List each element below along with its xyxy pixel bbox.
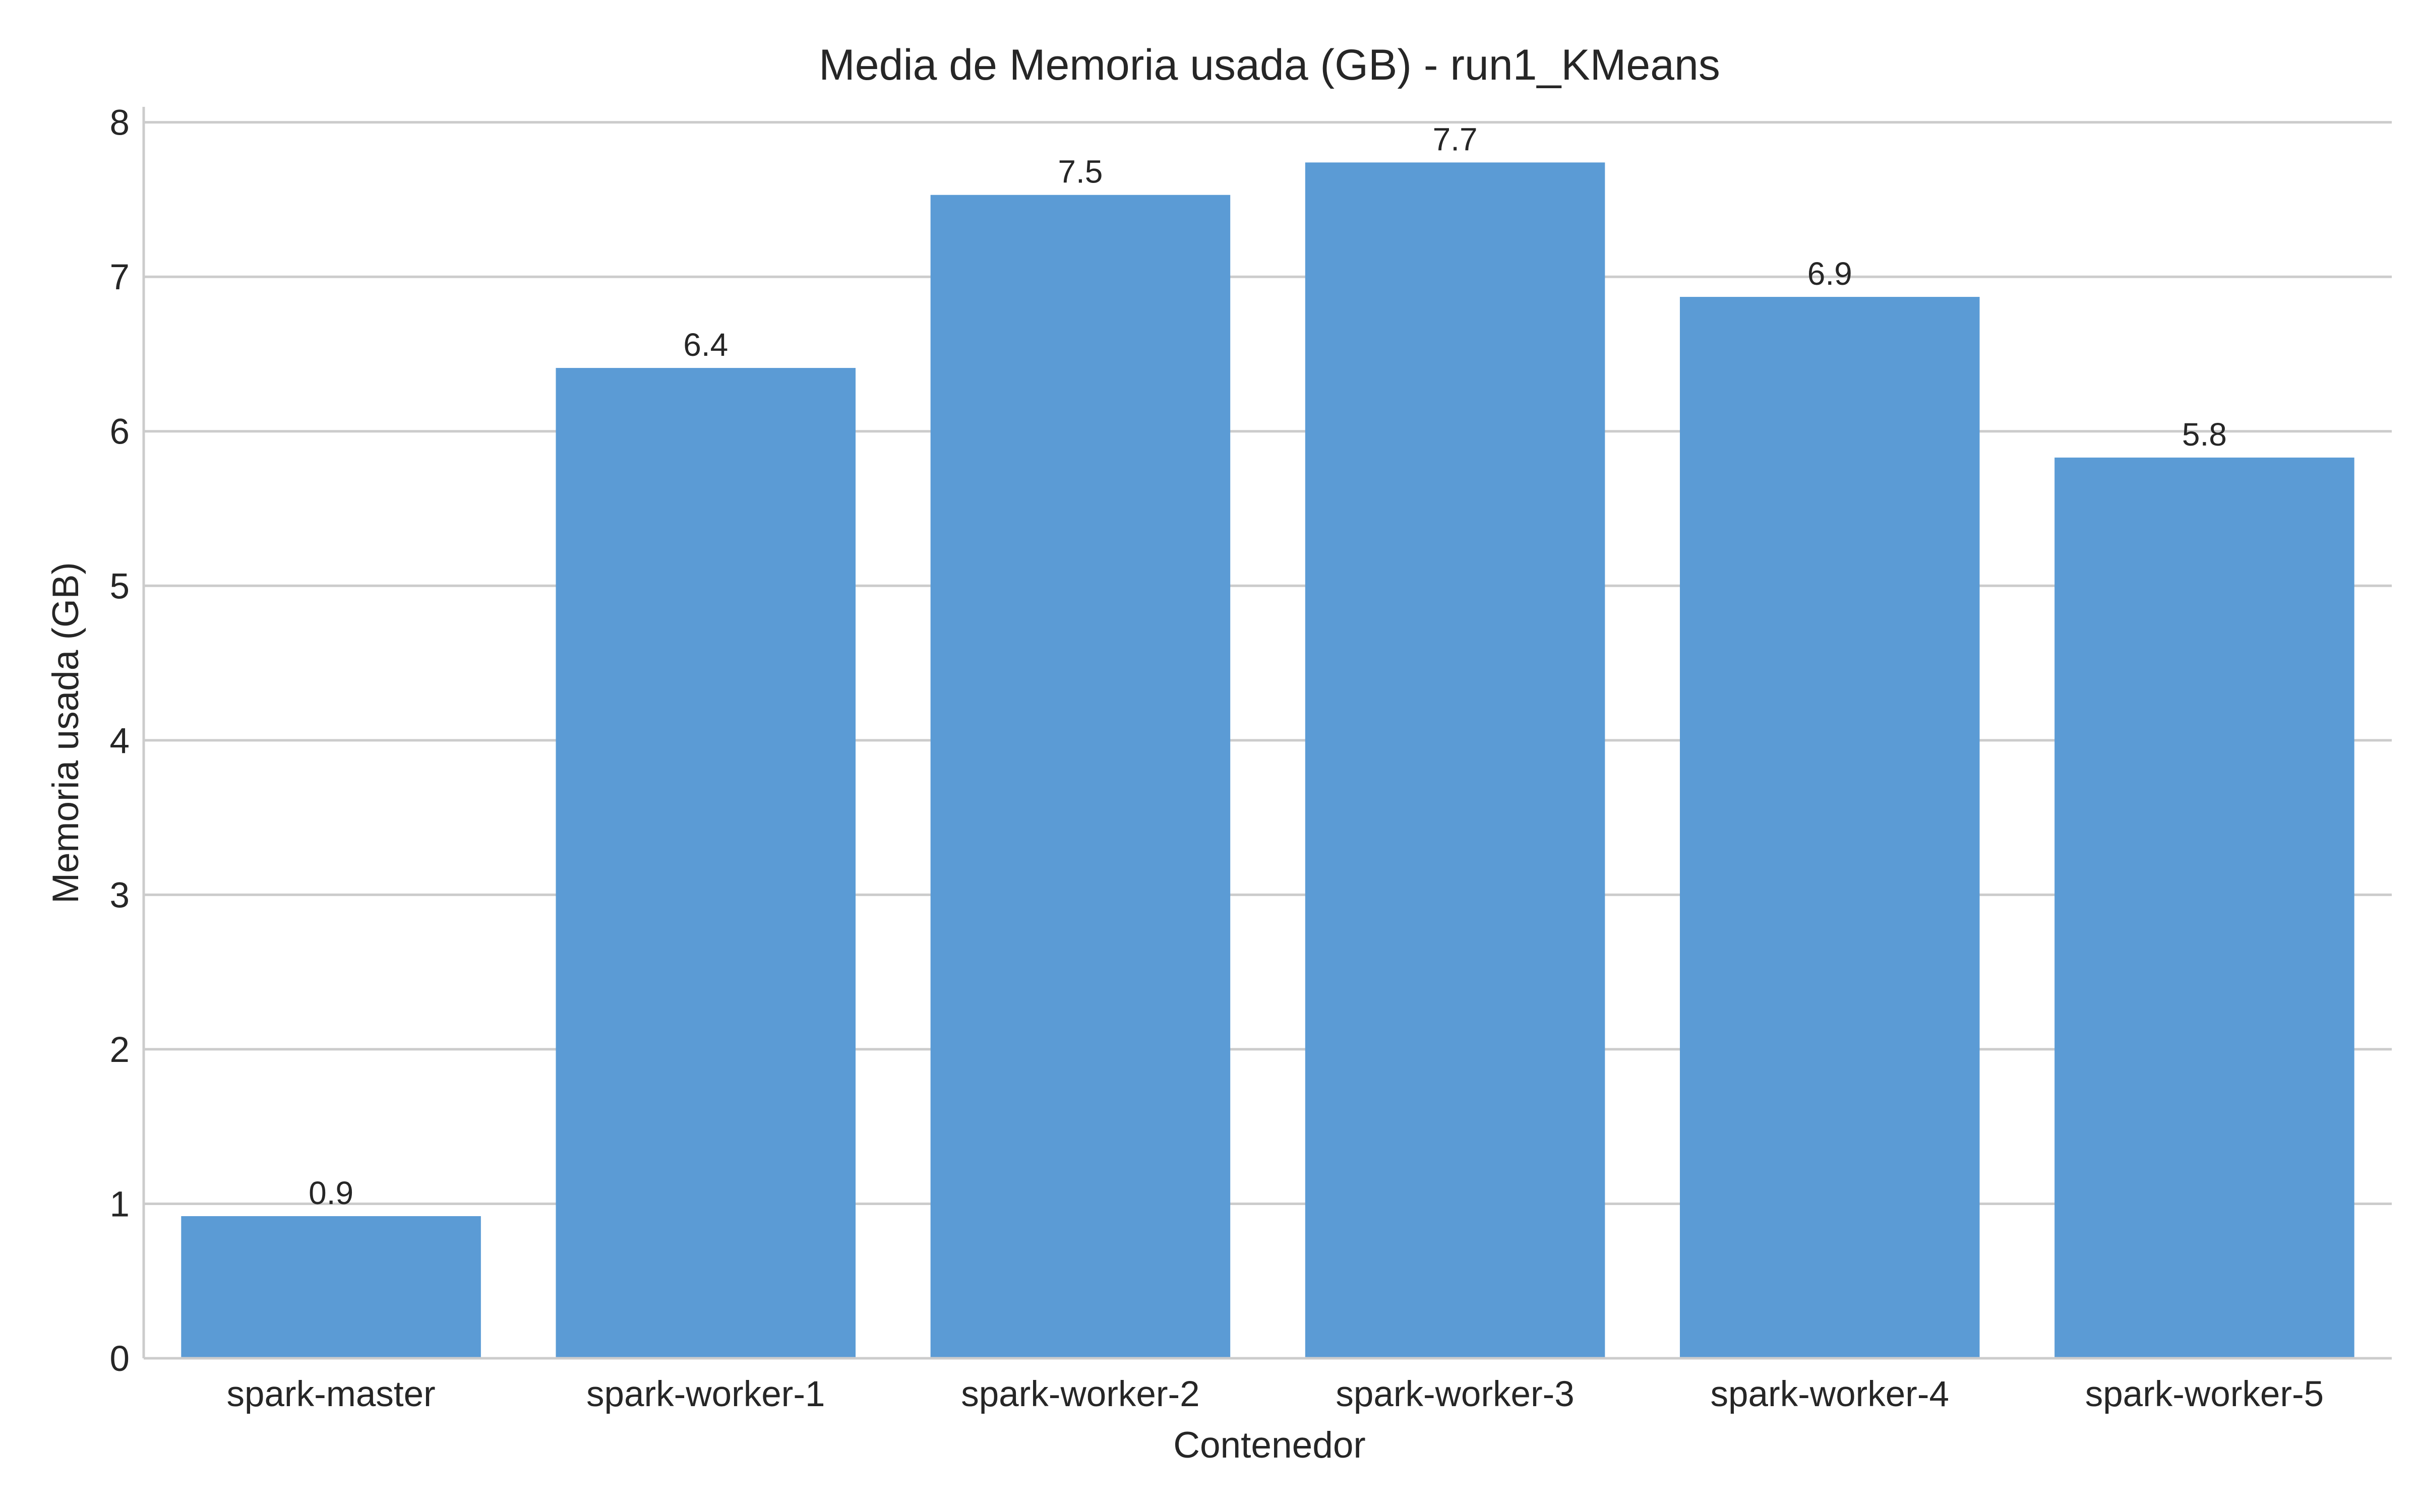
data-labels: 0.9 6.4 7.5 7.7 6.9 5.8 (309, 121, 2227, 1211)
data-label: 6.9 (1807, 256, 1852, 292)
y-tick-label: 7 (110, 258, 130, 297)
y-tick-label: 1 (110, 1184, 130, 1224)
data-label: 6.4 (683, 327, 728, 363)
data-label: 7.5 (1058, 154, 1103, 190)
x-tick-label: spark-master (226, 1374, 435, 1414)
bar-spark-master (181, 1216, 481, 1358)
bar-spark-worker-1 (556, 368, 856, 1358)
y-tick-label: 0 (110, 1339, 130, 1379)
bars (181, 162, 2354, 1359)
bar-spark-worker-5 (2054, 457, 2354, 1359)
x-tick-label: spark-worker-5 (2085, 1374, 2324, 1414)
x-tick-label: spark-worker-4 (1711, 1374, 1949, 1414)
x-axis-label: Contenedor (1173, 1425, 1366, 1466)
y-tick-label: 2 (110, 1030, 130, 1070)
y-tick-label: 8 (110, 103, 130, 143)
bar-spark-worker-3 (1305, 162, 1605, 1359)
grid-lines (144, 121, 2392, 1360)
y-tick-labels: 0 1 2 3 4 5 6 7 8 (110, 103, 130, 1379)
x-tick-label: spark-worker-3 (1336, 1374, 1574, 1414)
x-tick-label: spark-worker-2 (961, 1374, 1199, 1414)
x-tick-labels: spark-master spark-worker-1 spark-worker-2… (226, 1374, 2324, 1414)
bar-spark-worker-4 (1679, 297, 1980, 1359)
y-tick-label: 6 (110, 412, 130, 452)
y-tick-label: 5 (110, 566, 130, 606)
y-axis-label: Memoria usada (GB) (45, 562, 86, 904)
data-label: 5.8 (2182, 416, 2227, 453)
bar-spark-worker-2 (930, 195, 1231, 1358)
data-label: 0.9 (309, 1175, 353, 1211)
y-tick-label: 4 (110, 721, 130, 761)
y-tick-label: 3 (110, 875, 130, 915)
x-tick-label: spark-worker-1 (586, 1374, 825, 1414)
data-label: 7.7 (1433, 121, 1478, 157)
chart-title: Media de Memoria usada (GB) - run1_KMean… (819, 41, 1720, 89)
axes (142, 107, 2392, 1360)
